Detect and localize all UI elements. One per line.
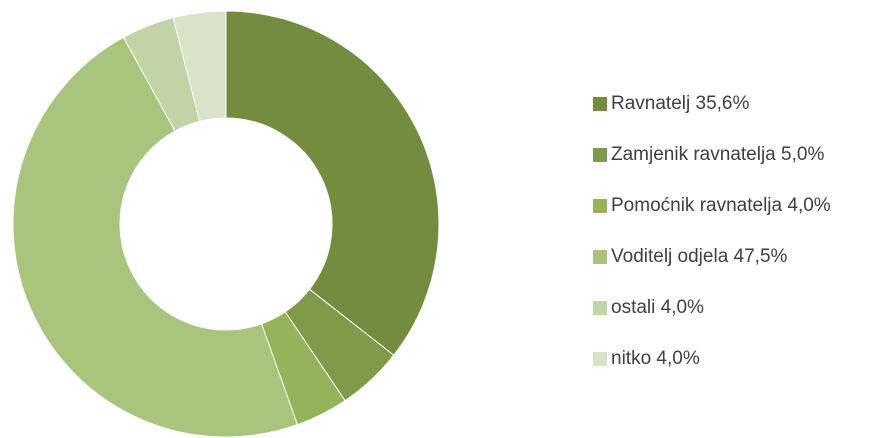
legend-value: 5,0% xyxy=(781,144,824,165)
donut-slice xyxy=(12,36,299,438)
legend-value: 35,6% xyxy=(696,93,750,114)
donut-slice xyxy=(225,10,440,356)
legend-value: 4,0% xyxy=(661,297,704,318)
legend-swatch xyxy=(593,352,607,366)
legend-category: nitko xyxy=(611,348,651,369)
legend-category: Pomoćnik ravnatelja xyxy=(611,195,783,216)
legend-label: Zamjenik ravnatelja 5,0% xyxy=(611,144,824,165)
donut-slice xyxy=(172,10,227,122)
legend-swatch xyxy=(593,250,607,264)
legend-label: Pomoćnik ravnatelja 4,0% xyxy=(611,195,831,216)
legend-label: Ravnatelj 35,6% xyxy=(611,93,749,114)
legend-swatch xyxy=(593,199,607,213)
legend-value: 47,5% xyxy=(734,246,788,267)
legend-category: ostali xyxy=(611,297,655,318)
legend-value: 4,0% xyxy=(787,195,830,216)
legend-label: nitko 4,0% xyxy=(611,348,700,369)
legend-category: Voditelj odjela xyxy=(611,246,729,267)
legend-category: Zamjenik ravnatelja xyxy=(611,144,776,165)
legend-swatch xyxy=(593,97,607,111)
legend-label: ostali 4,0% xyxy=(611,297,704,318)
legend-value: 4,0% xyxy=(656,348,699,369)
legend-swatch xyxy=(593,148,607,162)
legend-category: Ravnatelj xyxy=(611,93,690,114)
legend-swatch xyxy=(593,301,607,315)
legend-label: Voditelj odjela 47,5% xyxy=(611,246,788,267)
